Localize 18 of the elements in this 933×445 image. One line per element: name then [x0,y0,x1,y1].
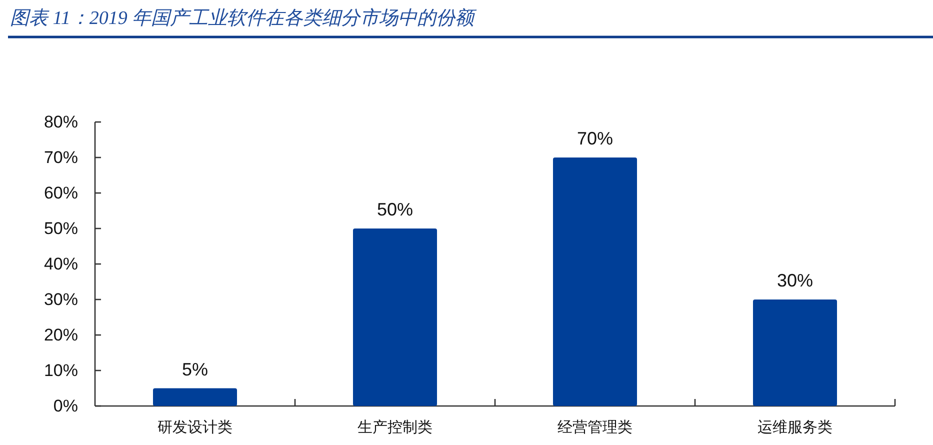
y-tick-label: 20% [44,326,78,344]
y-tick-label: 50% [44,219,78,238]
data-label: 5% [182,359,208,380]
data-label: 30% [776,270,814,290]
y-tick-label: 70% [44,148,78,167]
x-tick-label: 运维服务类 [758,419,832,436]
y-tick-label: 10% [44,361,78,380]
x-tick-label: 研发设计类 [158,419,232,436]
y-tick-label: 40% [44,254,78,274]
x-tick-label: 经营管理类 [558,419,632,436]
data-label: 50% [376,200,414,220]
data-label: 70% [576,128,614,148]
y-tick-label: 80% [44,112,78,132]
title: 图表 11：2019 年国产工业软件在各类细分市场中的份额 [10,8,474,29]
y-tick-label: 30% [44,290,78,309]
y-tick-label: 60% [44,184,78,202]
y-tick-label: 0% [53,396,78,416]
x-tick-label: 生产控制类 [358,419,432,436]
